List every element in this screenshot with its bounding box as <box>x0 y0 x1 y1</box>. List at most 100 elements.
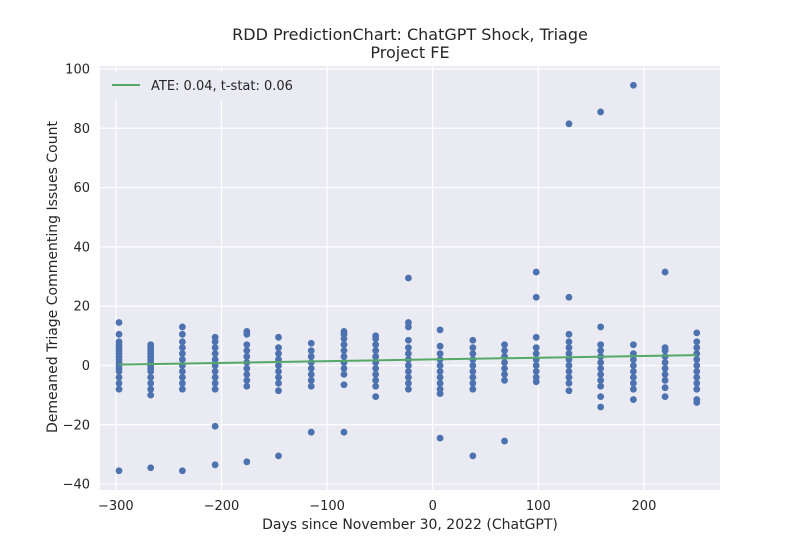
scatter-point <box>243 458 251 466</box>
scatter-point <box>340 341 348 349</box>
scatter-point <box>629 367 637 375</box>
scatter-point <box>532 268 540 276</box>
scatter-point <box>340 365 348 372</box>
scatter-point <box>405 274 412 282</box>
scatter-point <box>597 403 605 411</box>
x-tick-label: 200 <box>632 499 657 514</box>
scatter-point <box>115 330 123 338</box>
scatter-point <box>693 396 701 403</box>
scatter-point <box>211 379 219 387</box>
scatter-point <box>532 362 540 369</box>
scatter-point <box>501 341 508 349</box>
scatter-point <box>501 359 508 366</box>
scatter-point <box>565 330 573 338</box>
scatter-point <box>211 333 219 341</box>
y-tick-label: −20 <box>63 418 90 433</box>
scatter-point <box>405 385 412 393</box>
scatter-point <box>532 333 540 341</box>
legend: ATE: 0.04, t-stat: 0.06 <box>104 72 296 100</box>
scatter-point <box>597 108 605 116</box>
x-axis-ticks: −300 −200 −100 0 100 200 <box>98 499 656 514</box>
scatter-point <box>147 464 155 472</box>
scatter-point <box>340 347 348 355</box>
scatter-point <box>405 362 412 369</box>
scatter-point <box>405 373 412 381</box>
scatter-point <box>275 387 282 395</box>
y-tick-label: 20 <box>73 300 90 315</box>
y-tick-label: 100 <box>65 62 90 77</box>
scatter-point <box>693 344 701 352</box>
scatter-point <box>372 353 380 360</box>
scatter-point <box>436 434 444 442</box>
scatter-point <box>469 362 477 369</box>
y-tick-label: 80 <box>73 122 90 137</box>
scatter-point <box>469 344 477 352</box>
scatter-point <box>597 323 605 331</box>
scatter-point <box>693 385 701 393</box>
scatter-point <box>275 452 282 460</box>
scatter-point <box>115 385 123 393</box>
scatter-point <box>629 385 637 393</box>
scatter-point <box>629 81 637 89</box>
scatter-point <box>340 353 348 360</box>
chart-title: RDD PredictionChart: ChatGPT Shock, Tria… <box>232 25 588 44</box>
scatter-point <box>405 336 412 344</box>
scatter-point <box>436 362 444 369</box>
scatter-point <box>597 341 605 349</box>
scatter-point <box>243 382 251 390</box>
scatter-point <box>693 356 701 363</box>
scatter-point <box>405 319 412 326</box>
scatter-point <box>565 387 573 395</box>
scatter-point <box>307 353 315 360</box>
scatter-point <box>629 362 637 369</box>
scatter-point <box>436 373 444 381</box>
scatter-point <box>693 367 701 375</box>
y-tick-label: 0 <box>82 359 90 374</box>
scatter-point <box>436 367 444 375</box>
scatter-point <box>340 327 348 335</box>
fit-lines <box>118 354 697 366</box>
scatter-point <box>629 341 637 349</box>
ate-fit-line <box>118 354 697 366</box>
scatter-point <box>307 347 315 355</box>
scatter-point <box>115 467 123 475</box>
scatter-point <box>436 350 444 358</box>
scatter-point <box>275 367 282 375</box>
scatter-point <box>211 356 219 363</box>
scatter-point <box>307 339 315 347</box>
scatter-point <box>693 373 701 381</box>
scatter-point <box>178 356 186 363</box>
scatter-point <box>307 428 315 436</box>
scatter-point <box>661 268 669 276</box>
scatter-point <box>307 365 315 372</box>
scatter-point <box>501 437 508 445</box>
scatter-point <box>661 370 669 378</box>
scatter-point <box>693 362 701 369</box>
scatter-point <box>147 341 155 349</box>
scatter-point <box>243 341 251 349</box>
scatter-point <box>436 342 444 350</box>
y-tick-label: 60 <box>73 181 90 196</box>
scatter-point <box>178 467 186 475</box>
scatter-point <box>501 376 508 384</box>
scatter-points <box>115 81 701 475</box>
x-tick-label: 0 <box>429 499 437 514</box>
scatter-point <box>115 319 123 326</box>
scatter-point <box>469 350 477 358</box>
scatter-point <box>372 382 380 390</box>
scatter-point <box>243 376 251 384</box>
y-axis-ticks: −40 −20 0 20 40 60 80 100 <box>63 62 90 492</box>
scatter-point <box>501 370 508 378</box>
scatter-point <box>565 293 573 301</box>
scatter-point <box>629 356 637 363</box>
scatter-point <box>469 379 477 387</box>
scatter-point <box>275 350 282 358</box>
scatter-point <box>307 359 315 366</box>
scatter-point <box>469 367 477 375</box>
scatter-point <box>469 452 477 460</box>
scatter-point <box>661 359 669 366</box>
scatter-point <box>178 373 186 381</box>
scatter-point <box>372 393 380 401</box>
